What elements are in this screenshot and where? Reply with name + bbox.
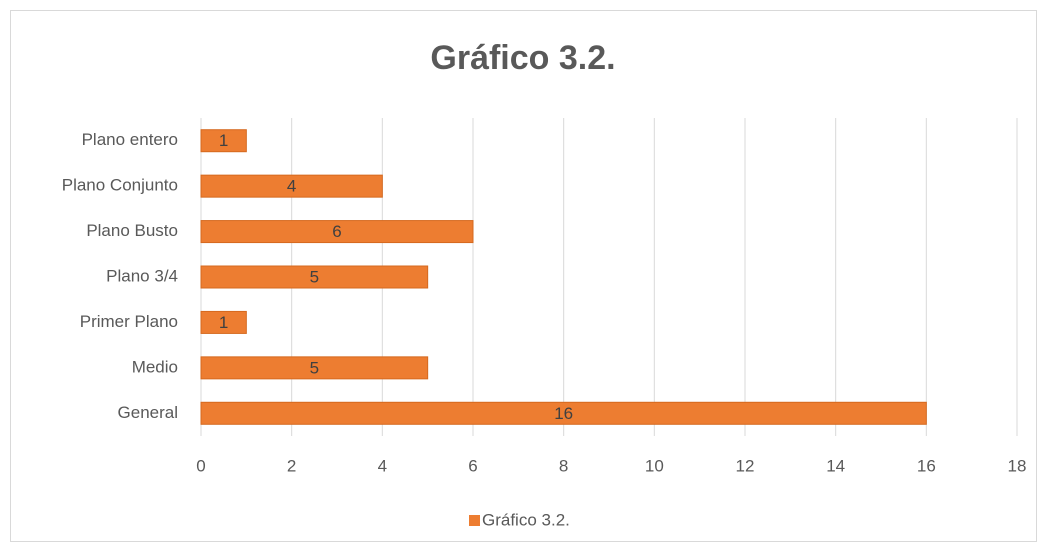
- legend-label: Gráfico 3.2.: [482, 510, 570, 529]
- x-tick-label: 2: [287, 456, 296, 475]
- data-label: 5: [310, 267, 319, 286]
- bar: [200, 265, 429, 289]
- y-tick-label: Plano 3/4: [106, 266, 178, 285]
- bar: [200, 129, 247, 153]
- data-label: 4: [287, 177, 296, 196]
- x-tick-label: 0: [196, 456, 205, 475]
- bar: [200, 401, 927, 425]
- legend-swatch: [469, 515, 480, 526]
- x-tick-label: 16: [917, 456, 936, 475]
- x-tick-label: 8: [559, 456, 568, 475]
- bar: [200, 356, 429, 380]
- chart-title: Gráfico 3.2.: [430, 39, 615, 77]
- x-tick-label: 10: [645, 456, 664, 475]
- chart-border: [10, 10, 1037, 542]
- y-tick-label: Primer Plano: [80, 312, 178, 331]
- bar: [200, 310, 247, 334]
- data-label: 1: [219, 131, 228, 150]
- y-tick-label: Plano Busto: [86, 221, 178, 240]
- x-tick-label: 14: [826, 456, 845, 475]
- y-tick-label: General: [118, 403, 178, 422]
- data-label: 16: [554, 404, 573, 423]
- y-tick-label: Plano Conjunto: [62, 176, 178, 195]
- bar: [200, 174, 383, 198]
- x-tick-label: 6: [468, 456, 477, 475]
- x-tick-label: 12: [736, 456, 755, 475]
- x-tick-label: 18: [1008, 456, 1027, 475]
- y-tick-label: Medio: [132, 357, 178, 376]
- data-label: 6: [332, 222, 341, 241]
- data-label: 5: [310, 358, 319, 377]
- x-tick-label: 4: [378, 456, 387, 475]
- y-tick-label: Plano entero: [82, 130, 178, 149]
- bar: [200, 220, 474, 244]
- data-label: 1: [219, 313, 228, 332]
